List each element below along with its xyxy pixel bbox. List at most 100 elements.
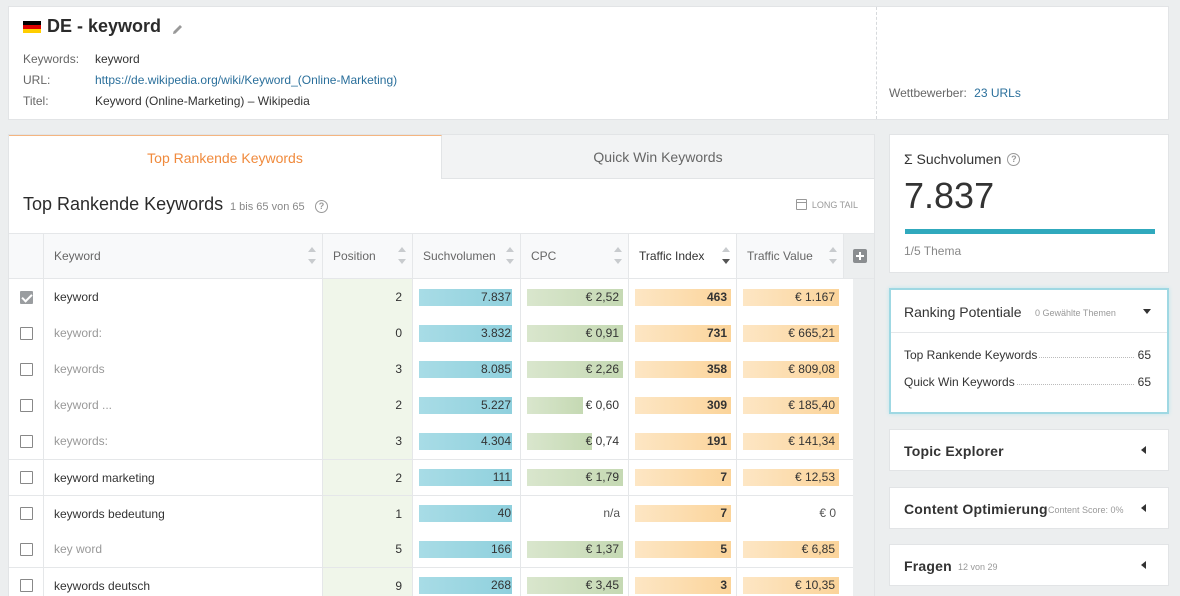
cpc: € 2,26 [521, 351, 629, 387]
cpc-value: € 0,74 [585, 433, 619, 448]
traffic-index: 3 [629, 568, 737, 596]
page-title: DE - keyword [23, 16, 184, 37]
caret-left-icon[interactable] [1141, 446, 1146, 454]
help-icon[interactable]: ? [1007, 152, 1021, 166]
tab-quick-win-keywords[interactable]: Quick Win Keywords [442, 135, 874, 179]
traffic-index-bar-fill [635, 288, 731, 306]
column-position[interactable]: Position [323, 234, 413, 278]
caret-left-icon[interactable] [1141, 504, 1146, 512]
traffic-index-bar-fill [635, 505, 731, 522]
header-divider [876, 7, 877, 119]
position-cell: 2 [323, 279, 413, 315]
position-cell: 2 [323, 387, 413, 423]
traffic-index-value: 7 [720, 470, 727, 484]
sort-icon[interactable] [308, 247, 316, 265]
sort-icon[interactable] [614, 247, 622, 265]
row-checkbox[interactable] [19, 471, 33, 484]
row-checkbox[interactable] [19, 326, 33, 340]
section-header: Top Rankende Keywords 1 bis 65 von 65 ? … [9, 179, 874, 233]
keyword-cell[interactable]: keyword [44, 279, 323, 315]
traffic-value-bar-fill [743, 396, 839, 414]
traffic-value-bar: € 0 [743, 505, 838, 522]
table-row[interactable]: keyword 2 7.837 € 2,52 463 € 1.167 [9, 279, 874, 315]
keyword-cell[interactable]: key word [44, 531, 323, 567]
long-tail-toggle[interactable]: LONG TAIL [795, 199, 858, 210]
traffic-index-value: 463 [706, 289, 727, 304]
keyword-cell[interactable]: keyword ... [44, 387, 323, 423]
topic-explorer-card[interactable]: Topic Explorer [889, 429, 1169, 471]
ranking-potentiale-item[interactable]: Quick Win Keywords 65 [904, 375, 1151, 389]
column-traffic-value[interactable]: Traffic Value [737, 234, 844, 278]
url-link[interactable]: https://de.wikipedia.org/wiki/Keyword_(O… [95, 73, 398, 87]
table-row[interactable]: keywords: 3 4.304 € 0,74 191 € 141,34 [9, 423, 874, 459]
table-row[interactable]: keyword: 0 3.832 € 0,91 731 € 665,21 [9, 315, 874, 351]
sort-icon[interactable] [398, 247, 406, 265]
ranking-potentiale-header[interactable]: Ranking Potentiale 0 Gewählte Themen [891, 290, 1167, 333]
row-checkbox[interactable] [19, 579, 33, 592]
keyword-cell[interactable]: keyword: [44, 315, 323, 351]
column-suchvolumen[interactable]: Suchvolumen [413, 234, 521, 278]
row-checkbox[interactable] [19, 398, 33, 412]
keyword-cell[interactable]: keyword marketing [44, 460, 323, 495]
table-row[interactable]: keywords 3 8.085 € 2,26 358 € 809,08 [9, 351, 874, 387]
competitors-link[interactable]: 23 URLs [974, 86, 1021, 100]
traffic-value-value: € 6,85 [801, 541, 835, 556]
row-checkbox[interactable] [19, 507, 33, 520]
help-icon[interactable]: ? [315, 200, 328, 213]
cpc-bar: € 0,91 [527, 324, 623, 342]
keyword-cell[interactable]: keywords [44, 351, 323, 387]
table-row[interactable]: keyword marketing 2 111 € 1,79 7 € 12,53 [9, 459, 874, 495]
table-row[interactable]: keywords deutsch 9 268 € 3,45 3 € 10,35 [9, 567, 874, 596]
suchvolumen: 3.832 [413, 315, 521, 351]
traffic-value-bar-fill [743, 469, 839, 486]
tab-top-rankende-keywords[interactable]: Top Rankende Keywords [9, 135, 442, 179]
ranking-potentiale-item[interactable]: Top Rankende Keywords 65 [904, 348, 1151, 362]
add-column-button[interactable] [844, 234, 874, 278]
traffic-value: € 141,34 [737, 423, 844, 459]
pencil-icon[interactable] [171, 20, 184, 34]
table-row[interactable]: key word 5 166 € 1,37 5 € 6,85 [9, 531, 874, 567]
row-checkbox[interactable] [19, 542, 33, 556]
cpc-bar: € 1,37 [527, 540, 623, 558]
position-cell: 2 [323, 460, 413, 495]
row-checkbox[interactable] [19, 290, 33, 304]
row-checkbox[interactable] [19, 434, 33, 448]
content-optimierung-card[interactable]: Content Optimierung Content Score: 0% [889, 487, 1169, 529]
keyword-cell[interactable]: keywords bedeutung [44, 496, 323, 531]
traffic-index-value: 3 [720, 578, 727, 592]
caret-left-icon[interactable] [1141, 561, 1146, 569]
row-checkbox[interactable] [19, 362, 33, 376]
table-row[interactable]: keywords bedeutung 1 40 n/a 7 € 0 [9, 495, 874, 531]
sort-desc-icon[interactable] [722, 247, 730, 265]
column-cpc[interactable]: CPC [521, 234, 629, 278]
column-keyword[interactable]: Keyword [44, 234, 323, 278]
caret-down-icon[interactable] [1143, 309, 1151, 314]
traffic-index-value: 309 [706, 397, 727, 412]
suchvolumen-value: 3.832 [480, 325, 511, 340]
traffic-value-bar-fill [743, 432, 839, 450]
column-label: Traffic Index [639, 249, 705, 263]
position-cell: 3 [323, 423, 413, 459]
traffic-index: 358 [629, 351, 737, 387]
sort-icon[interactable] [829, 247, 837, 265]
column-traffic-index[interactable]: Traffic Index [629, 234, 737, 278]
scrollbar-track[interactable] [853, 279, 874, 596]
suchvolumen-bar-fill [419, 324, 513, 342]
competitors-label: Wettbewerber: [889, 86, 967, 100]
cpc-bar: € 3,45 [527, 577, 623, 594]
traffic-index-bar: 731 [635, 324, 731, 342]
keyword-cell[interactable]: keywords: [44, 423, 323, 459]
sort-icon[interactable] [506, 247, 514, 265]
suchvolumen-bar: 7.837 [419, 288, 514, 306]
item-label: Top Rankende Keywords [904, 348, 1038, 362]
fragen-card[interactable]: Fragen 12 von 29 [889, 544, 1169, 586]
cpc: € 0,91 [521, 315, 629, 351]
cpc-bar: n/a [527, 505, 622, 522]
meta-label: Keywords: [23, 52, 80, 66]
table-row[interactable]: keyword ... 2 5.227 € 0,60 309 € 185,40 [9, 387, 874, 423]
suchvolumen: 4.304 [413, 423, 521, 459]
traffic-value-value: € 0 [819, 506, 836, 520]
keyword-cell[interactable]: keywords deutsch [44, 568, 323, 596]
cpc: € 2,52 [521, 279, 629, 315]
traffic-index-bar-fill [635, 469, 731, 486]
